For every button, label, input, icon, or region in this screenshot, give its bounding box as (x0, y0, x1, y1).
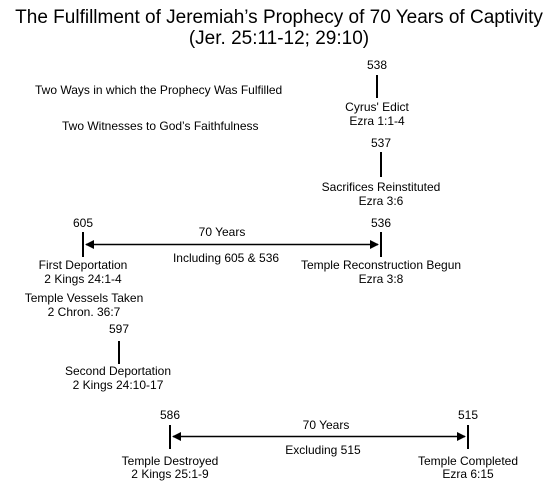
year-586: 586 (159, 408, 181, 422)
span1-label: 70 Years (198, 225, 246, 239)
second-deportation-label: Second Deportation (64, 364, 172, 378)
cyrus-edict-ref: Ezra 1:1-4 (349, 114, 405, 128)
reconstruction-label: Temple Reconstruction Begun (300, 258, 462, 272)
vessels-ref: 2 Chron. 36:7 (47, 305, 121, 319)
year-605: 605 (72, 216, 94, 230)
span1-note: Including 605 & 536 (172, 251, 280, 265)
legend-witnesses: Two Witnesses to God’s Faithfulness (62, 119, 259, 133)
title-line-2: (Jer. 25:11-12; 29:10) (188, 28, 370, 49)
second-deportation-ref: 2 Kings 24:10-17 (72, 378, 164, 392)
first-deportation-ref: 2 Kings 24:1-4 (44, 272, 122, 286)
legend-ways: Two Ways in which the Prophecy Was Fulfi… (35, 83, 283, 97)
span2-note: Excluding 515 (285, 443, 361, 457)
sacrifices-label: Sacrifices Reinstituted (321, 180, 441, 194)
vessels-label: Temple Vessels Taken (24, 291, 144, 305)
temple-completed-label: Temple Completed (417, 454, 519, 468)
year-597: 597 (108, 322, 130, 336)
year-538: 538 (366, 58, 388, 72)
title-line-1: The Fulfillment of Jeremiah’s Prophecy o… (15, 7, 543, 28)
temple-destroyed-ref: 2 Kings 25:1-9 (131, 467, 209, 481)
first-deportation-label: First Deportation (38, 258, 128, 272)
sacrifices-ref: Ezra 3:6 (358, 194, 404, 208)
year-537: 537 (370, 136, 392, 150)
year-536: 536 (370, 216, 392, 230)
span2-label: 70 Years (302, 418, 350, 432)
temple-completed-ref: Ezra 6:15 (442, 467, 494, 481)
temple-destroyed-label: Temple Destroyed (121, 454, 219, 468)
year-515: 515 (457, 408, 479, 422)
cyrus-edict-label: Cyrus' Edict (345, 100, 409, 114)
reconstruction-ref: Ezra 3:8 (358, 272, 404, 286)
